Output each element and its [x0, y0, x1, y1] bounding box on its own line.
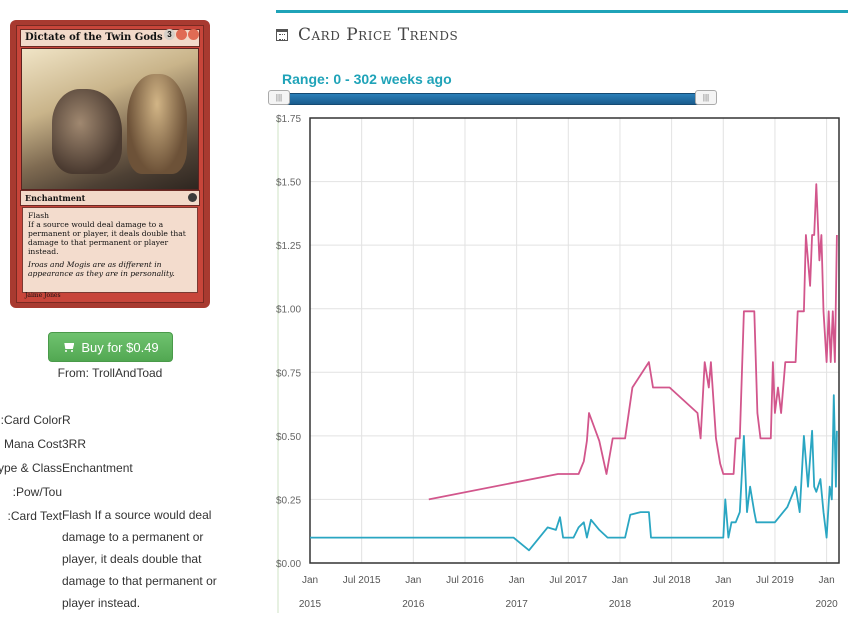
- x-tick-label: Jan: [302, 575, 318, 586]
- y-tick-label: $1.00: [276, 305, 301, 316]
- art-figure: [52, 89, 122, 174]
- y-tick-label: $0.50: [276, 432, 301, 443]
- detail-row: Card Text: Flash If a source would deal d…: [0, 504, 230, 614]
- card-rule: Flash: [28, 211, 50, 220]
- price-chart: $1.75 $1.50 $1.25 $1.00 $0.75 $0.50 $0.25 $0.00…: [264, 108, 848, 613]
- plot-border: [309, 117, 840, 564]
- card-type-line: Enchantment: [20, 190, 200, 206]
- x-tick-label: Jan: [819, 575, 835, 586]
- card-name: Dictate of the Twin Gods: [20, 29, 200, 47]
- x-year-label: 2018: [609, 599, 632, 610]
- detail-value: [62, 480, 222, 504]
- range-slider-end-handle[interactable]: |||: [695, 90, 717, 105]
- x-tick-label: Jul 2015: [343, 575, 381, 586]
- detail-value: R: [62, 413, 71, 427]
- x-tick-label: Jul 2017: [549, 575, 587, 586]
- card-frame: Dictate of the Twin Gods 3 Enchantment F…: [16, 25, 204, 303]
- card-artist: Jaime Jones: [25, 292, 61, 299]
- x-tick-label: Jan: [715, 575, 731, 586]
- mana-red-icon: [176, 29, 187, 40]
- detail-value: Enchantment: [62, 461, 133, 475]
- detail-row: Type & Class:Enchantment: [0, 456, 230, 480]
- plot-area: [310, 118, 839, 563]
- x-year-label: 2017: [506, 599, 529, 610]
- range-slider-track[interactable]: [276, 93, 714, 105]
- buy-label: Buy for $0.49: [81, 339, 159, 355]
- price-chart-svg: $1.75 $1.50 $1.25 $1.00 $0.75 $0.50 $0.25 $0.00…: [276, 114, 840, 613]
- detail-value: 3RR: [62, 437, 87, 451]
- detail-label: Type & Class:: [0, 461, 62, 475]
- price-series-line-1: [310, 394, 838, 552]
- card-image: Dictate of the Twin Gods 3 Enchantment F…: [10, 20, 210, 308]
- cart-icon: [62, 341, 76, 353]
- art-figure: [127, 74, 187, 174]
- card-rule: If a source would deal damage to a perma…: [28, 220, 186, 256]
- detail-label: Mana Cost: [3, 437, 62, 451]
- range-slider-start-handle[interactable]: |||: [268, 90, 290, 105]
- x-year-label: 2016: [402, 599, 425, 610]
- price-series-line-0: [428, 183, 838, 501]
- x-tick-label: Jul 2018: [653, 575, 691, 586]
- x-year-label: 2020: [815, 599, 838, 610]
- section-divider: [276, 10, 848, 13]
- mana-generic-icon: 3: [164, 29, 175, 40]
- card-flavor: Iroas and Mogis are as different in appe…: [28, 260, 175, 278]
- set-symbol-icon: [188, 193, 197, 202]
- card-art: [21, 48, 199, 190]
- detail-row: Card Color: R: [0, 408, 230, 432]
- y-tick-label: $0.00: [276, 559, 301, 570]
- y-tick-label: $1.75: [276, 114, 301, 125]
- x-tick-label: Jan: [509, 575, 525, 586]
- y-tick-label: $1.25: [276, 241, 301, 252]
- detail-value: Flash If a source would deal damage to a…: [62, 508, 217, 610]
- mana-cost: 3: [164, 29, 199, 40]
- calendar-icon: [276, 29, 288, 41]
- detail-row: Mana Cost 3RR: [0, 432, 230, 456]
- buy-button[interactable]: Buy for $0.49: [48, 332, 173, 362]
- x-year-label: 2015: [299, 599, 322, 610]
- seller-label: From: TrollAndToad: [57, 366, 163, 380]
- chart-heading: Card Price Trends: [276, 25, 458, 45]
- y-tick-label: $0.25: [276, 495, 301, 506]
- detail-label: Card Color:: [0, 413, 62, 427]
- x-tick-label: Jan: [612, 575, 628, 586]
- x-tick-label: Jul 2019: [756, 575, 794, 586]
- x-year-label: 2019: [712, 599, 735, 610]
- detail-label: Pow/Tou:: [12, 485, 62, 499]
- y-tick-label: $1.50: [276, 178, 301, 189]
- x-tick-label: Jan: [405, 575, 421, 586]
- x-tick-label: Jul 2016: [446, 575, 484, 586]
- mana-red-icon: [188, 29, 199, 40]
- range-label: Range: 0 - 302 weeks ago: [282, 71, 452, 87]
- y-tick-label: $0.75: [276, 368, 301, 379]
- detail-row: Pow/Tou:: [0, 480, 230, 504]
- detail-label: Card Text:: [7, 509, 62, 523]
- card-text-box: Flash If a source would deal damage to a…: [22, 207, 198, 293]
- chart-title: Card Price Trends: [298, 25, 459, 45]
